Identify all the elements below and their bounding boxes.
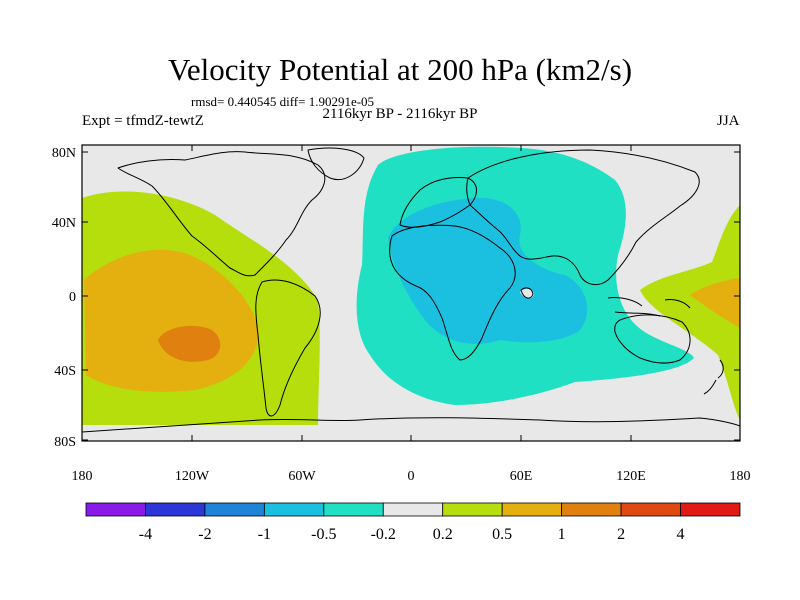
coast-antarctica xyxy=(82,417,740,433)
colorbar-swatch xyxy=(501,502,563,517)
lon-label: 60W xyxy=(288,469,316,484)
pos-strong-region xyxy=(158,325,221,362)
colorbar-label: 4 xyxy=(677,526,685,543)
coast-asia xyxy=(466,149,700,286)
stats-line: rmsd= 0.440545 diff= 1.90291e-05 xyxy=(191,94,375,109)
colorbar-swatch xyxy=(442,502,503,517)
colorbar-swatch xyxy=(323,502,384,517)
colorbar-label: -1 xyxy=(258,526,271,543)
colorbar-label: 0.5 xyxy=(492,526,512,543)
colorbar-swatch xyxy=(263,502,325,517)
lon-label: 180 xyxy=(72,469,93,484)
lat-label: 40N xyxy=(52,216,76,231)
colorbar-label: 1 xyxy=(558,526,566,543)
colorbar-label: -0.2 xyxy=(371,526,396,543)
period-label: 2116kyr BP - 2116kyr BP xyxy=(322,106,478,122)
coast-north-america xyxy=(117,151,326,277)
colorbar-labels: -4 -2 -1 -0.5 -0.2 0.2 0.5 1 2 4 xyxy=(139,526,685,543)
coast-australia xyxy=(614,314,691,364)
colorbar-swatch xyxy=(382,502,444,517)
coast-africa xyxy=(389,224,516,361)
colorbar-label: -4 xyxy=(139,526,152,543)
lat-labels: 80N 40N 0 40S 80S xyxy=(52,146,76,450)
lon-label: 60E xyxy=(510,469,533,484)
axis-ticks xyxy=(81,145,741,441)
coast-europe xyxy=(399,177,477,228)
colorbar-swatch xyxy=(680,502,741,517)
lon-label: 120W xyxy=(175,469,210,484)
experiment-label: Expt = tfmdZ-tewtZ xyxy=(82,113,204,129)
colorbar-swatch xyxy=(85,502,146,517)
coast-madagascar xyxy=(520,287,534,299)
lat-label: 80N xyxy=(52,146,76,161)
colorbar-label: -2 xyxy=(198,526,211,543)
lon-label: 0 xyxy=(408,469,415,484)
map-title: Velocity Potential at 200 hPa (km2/s) xyxy=(167,52,633,87)
pos-weak-region-wpac xyxy=(640,205,740,420)
colorbar-swatch xyxy=(204,502,265,517)
lat-label: 0 xyxy=(69,290,76,305)
lat-label: 80S xyxy=(54,435,76,450)
coastlines xyxy=(82,147,740,433)
contour-field xyxy=(82,145,740,441)
coast-new-zealand xyxy=(703,359,724,395)
neg-moderate-region xyxy=(388,197,588,344)
colorbar-label: 2 xyxy=(617,526,625,543)
lon-label: 120E xyxy=(616,469,646,484)
colorbar-label: -0.5 xyxy=(311,526,336,543)
colorbar-swatch xyxy=(561,502,622,517)
colorbar-swatch xyxy=(620,502,681,517)
colorbar xyxy=(85,502,741,517)
coast-south-america xyxy=(255,279,321,417)
coast-greenland xyxy=(307,147,365,180)
lat-label: 40S xyxy=(54,364,76,379)
season-label: JJA xyxy=(717,113,740,129)
lon-label: 180 xyxy=(730,469,751,484)
colorbar-label: 0.2 xyxy=(433,526,453,543)
colorbar-swatch xyxy=(145,502,206,517)
pos-moderate-region-wpac xyxy=(690,278,740,328)
lon-labels: 180 120W 60W 0 60E 120E 180 xyxy=(72,469,751,484)
